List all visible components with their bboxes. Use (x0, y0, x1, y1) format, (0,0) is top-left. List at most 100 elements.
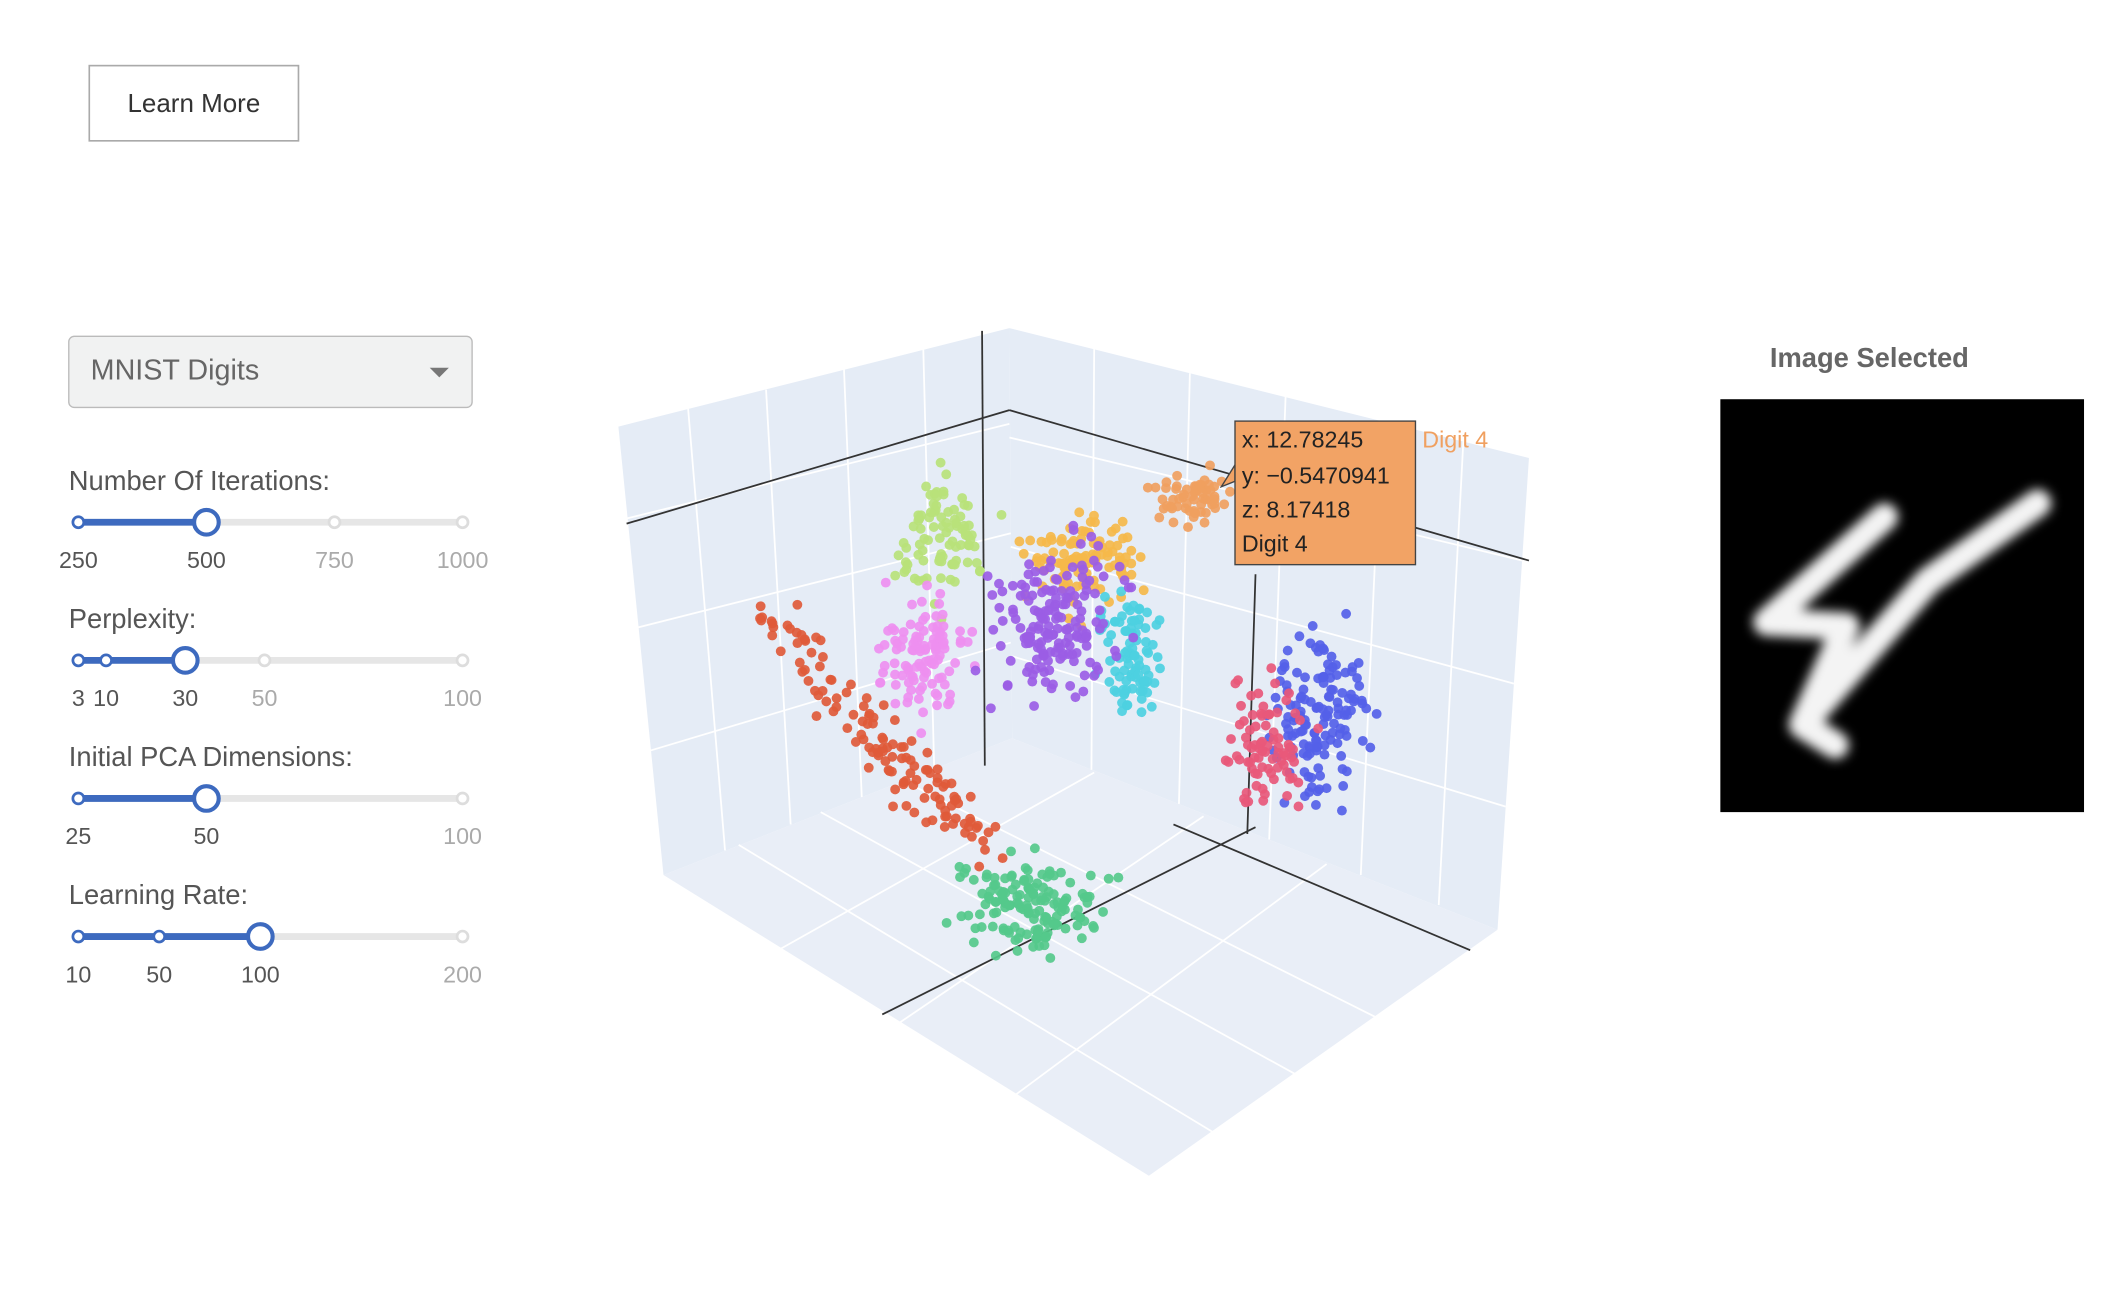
point (879, 660, 890, 671)
point (1090, 517, 1100, 528)
point (806, 647, 817, 658)
point (939, 821, 950, 832)
point (913, 549, 924, 560)
point (792, 599, 803, 610)
point (1075, 539, 1086, 549)
point (1174, 493, 1184, 504)
point (925, 768, 935, 779)
point (932, 690, 943, 701)
point (970, 665, 981, 676)
point (901, 752, 912, 763)
point (1197, 487, 1208, 498)
point (811, 711, 822, 722)
point (1040, 627, 1051, 638)
button-label[interactable]: Learn More (127, 88, 260, 118)
point (1306, 782, 1317, 793)
point (1195, 479, 1206, 490)
point (883, 625, 893, 636)
points (755, 457, 1382, 963)
point (1053, 611, 1064, 622)
point (803, 675, 814, 686)
point (935, 457, 946, 468)
point (1236, 700, 1246, 711)
slider-mark-label: 3 (72, 685, 85, 711)
point (1187, 491, 1197, 502)
slider-handle[interactable] (245, 922, 275, 951)
point (879, 640, 890, 650)
point (1291, 700, 1301, 711)
point (988, 624, 999, 635)
dropdown-frame[interactable] (68, 335, 473, 409)
point (1102, 551, 1113, 561)
point (893, 550, 904, 561)
point (856, 729, 867, 740)
point (927, 678, 937, 689)
point (1333, 703, 1344, 714)
point (1008, 604, 1018, 615)
dataset-dropdown[interactable]: MNIST Digits (68, 335, 473, 409)
point (974, 861, 985, 872)
point (1141, 645, 1152, 656)
point (905, 619, 916, 630)
point (1282, 790, 1293, 801)
point (831, 693, 842, 704)
slider-label: Number Of Iterations: (69, 465, 330, 496)
point (878, 746, 888, 757)
point (1036, 662, 1047, 672)
point (944, 696, 955, 707)
point (1037, 892, 1048, 902)
slider-handle[interactable] (192, 784, 221, 813)
point (1024, 559, 1034, 570)
point (974, 909, 985, 920)
slider-mark-label: 100 (443, 685, 482, 711)
point (1294, 631, 1305, 642)
point (889, 715, 900, 726)
point (1317, 672, 1328, 683)
point (1033, 925, 1043, 936)
point (1111, 651, 1122, 662)
point (1147, 639, 1158, 650)
point (1311, 800, 1321, 810)
dropdown-value[interactable]: MNIST Digits (91, 354, 260, 386)
point (1090, 588, 1100, 599)
dropdown-arrow[interactable] (429, 367, 449, 378)
point (1243, 796, 1254, 807)
point (1081, 631, 1092, 642)
point (1048, 679, 1058, 690)
point (1050, 574, 1061, 584)
point (1029, 605, 1040, 616)
point (1253, 688, 1264, 699)
slider-mark (455, 653, 470, 668)
point (1287, 772, 1298, 783)
point (994, 578, 1004, 589)
slider-handle[interactable] (192, 507, 221, 537)
point (1283, 731, 1293, 741)
point (1123, 659, 1134, 670)
point (1183, 522, 1193, 533)
point (864, 708, 875, 719)
point (1305, 697, 1316, 707)
point (1281, 695, 1292, 706)
point (956, 540, 966, 550)
point (934, 553, 945, 564)
point (932, 773, 943, 784)
point (901, 542, 912, 553)
point (1002, 680, 1013, 690)
point (1133, 669, 1144, 680)
slider-mark (99, 653, 113, 668)
point (1042, 872, 1053, 882)
point (891, 644, 902, 655)
learn-more-button[interactable]: Learn More (88, 64, 300, 142)
floor (663, 738, 1498, 1176)
point (1290, 708, 1301, 719)
slider-mark-label: 50 (193, 823, 219, 849)
point (1266, 663, 1277, 674)
button-frame[interactable] (88, 64, 300, 142)
point (1070, 692, 1081, 703)
slider-handle[interactable] (170, 646, 200, 675)
point (796, 630, 807, 640)
point (971, 557, 982, 568)
slider-mark-label: 100 (443, 823, 482, 849)
point (1142, 607, 1153, 618)
point (1020, 589, 1031, 600)
